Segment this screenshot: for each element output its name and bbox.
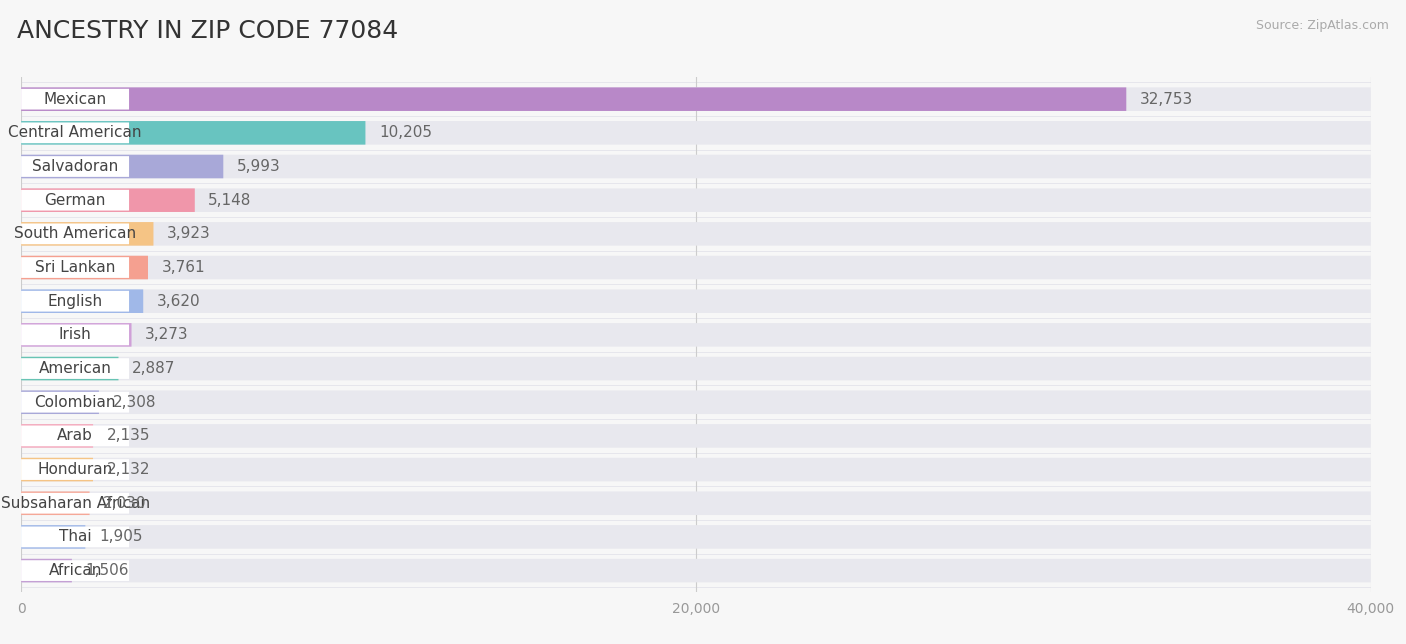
FancyBboxPatch shape [21,156,129,177]
Text: Arab: Arab [58,428,93,444]
FancyBboxPatch shape [21,121,1371,145]
FancyBboxPatch shape [21,491,1371,515]
Text: 1,905: 1,905 [98,529,142,544]
FancyBboxPatch shape [21,426,129,446]
Text: African: African [48,563,101,578]
FancyBboxPatch shape [21,222,153,245]
FancyBboxPatch shape [21,190,129,211]
Text: Irish: Irish [59,327,91,343]
FancyBboxPatch shape [21,357,1371,381]
FancyBboxPatch shape [21,155,224,178]
FancyBboxPatch shape [21,256,1371,279]
Text: Central American: Central American [8,126,142,140]
FancyBboxPatch shape [21,357,118,381]
FancyBboxPatch shape [21,223,129,244]
FancyBboxPatch shape [21,121,366,145]
Text: 5,993: 5,993 [236,159,281,174]
FancyBboxPatch shape [21,289,143,313]
Text: Source: ZipAtlas.com: Source: ZipAtlas.com [1256,19,1389,32]
Text: Subsaharan African: Subsaharan African [0,496,149,511]
FancyBboxPatch shape [21,323,1371,346]
Text: 3,761: 3,761 [162,260,205,275]
FancyBboxPatch shape [21,392,129,413]
FancyBboxPatch shape [21,89,129,109]
FancyBboxPatch shape [21,88,1371,111]
FancyBboxPatch shape [21,525,1371,549]
FancyBboxPatch shape [21,291,129,312]
Text: 32,753: 32,753 [1140,91,1194,107]
FancyBboxPatch shape [21,325,129,345]
Text: 2,308: 2,308 [112,395,156,410]
FancyBboxPatch shape [21,390,1371,414]
Text: 2,135: 2,135 [107,428,150,444]
Text: Colombian: Colombian [34,395,115,410]
FancyBboxPatch shape [21,88,1126,111]
FancyBboxPatch shape [21,256,148,279]
FancyBboxPatch shape [21,560,129,581]
FancyBboxPatch shape [21,527,129,547]
Text: German: German [45,193,105,207]
Text: ANCESTRY IN ZIP CODE 77084: ANCESTRY IN ZIP CODE 77084 [17,19,398,43]
FancyBboxPatch shape [21,459,129,480]
FancyBboxPatch shape [21,358,129,379]
FancyBboxPatch shape [21,525,86,549]
Text: 3,620: 3,620 [156,294,201,308]
Text: 3,923: 3,923 [167,226,211,242]
FancyBboxPatch shape [21,491,90,515]
Text: English: English [48,294,103,308]
FancyBboxPatch shape [21,222,1371,245]
Text: 3,273: 3,273 [145,327,188,343]
FancyBboxPatch shape [21,289,1371,313]
Text: American: American [38,361,111,376]
FancyBboxPatch shape [21,559,72,582]
FancyBboxPatch shape [21,189,1371,212]
FancyBboxPatch shape [21,189,195,212]
Text: 2,887: 2,887 [132,361,176,376]
FancyBboxPatch shape [21,559,1371,582]
Text: Sri Lankan: Sri Lankan [35,260,115,275]
Text: 5,148: 5,148 [208,193,252,207]
FancyBboxPatch shape [21,458,93,481]
Text: Mexican: Mexican [44,91,107,107]
Text: 2,132: 2,132 [107,462,150,477]
Text: Thai: Thai [59,529,91,544]
Text: 10,205: 10,205 [380,126,432,140]
Text: 1,506: 1,506 [86,563,129,578]
Text: Honduran: Honduran [38,462,112,477]
Text: South American: South American [14,226,136,242]
FancyBboxPatch shape [21,390,98,414]
FancyBboxPatch shape [21,424,1371,448]
Text: Salvadoran: Salvadoran [32,159,118,174]
FancyBboxPatch shape [21,122,129,143]
FancyBboxPatch shape [21,257,129,278]
FancyBboxPatch shape [21,493,129,514]
FancyBboxPatch shape [21,458,1371,481]
Text: 2,030: 2,030 [103,496,146,511]
FancyBboxPatch shape [21,155,1371,178]
FancyBboxPatch shape [21,424,93,448]
FancyBboxPatch shape [21,323,132,346]
